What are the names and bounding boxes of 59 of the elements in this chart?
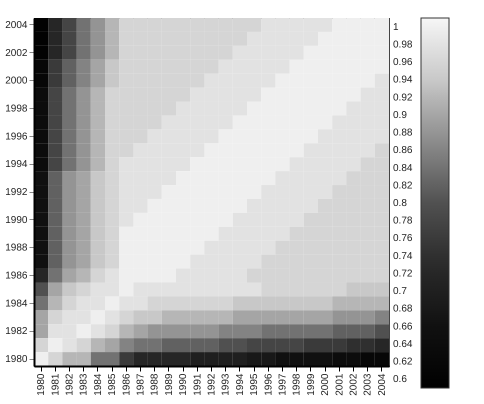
x-tick-label: 1981 (50, 373, 62, 396)
x-tick-label: 1995 (249, 373, 260, 396)
color-bar-label: 0.72 (393, 268, 413, 280)
color-bar-label: 0.66 (393, 321, 413, 332)
x-tick-label: 2003 (362, 373, 374, 396)
x-tick-label: 2000 (320, 373, 332, 396)
color-bar-label: 0.92 (393, 92, 413, 104)
x-tick-label: 1994 (234, 373, 246, 396)
x-tick-label: 1983 (78, 373, 90, 396)
color-bar-label: 0.74 (393, 250, 413, 262)
x-tick-label: 1982 (64, 373, 76, 396)
x-tick-label: 1999 (306, 373, 317, 396)
x-tick-label: 2002 (348, 373, 360, 396)
color-bar-label: 0.96 (393, 57, 413, 68)
color-bar-label: 0.64 (393, 338, 413, 350)
x-tick-label: 1985 (107, 373, 118, 396)
x-tick-label: 1997 (278, 373, 288, 396)
y-tick-label: 1990 (5, 214, 28, 226)
x-tick-label: 1990 (178, 373, 190, 396)
x-tick-label: 1980 (36, 373, 48, 396)
y-tick-label: 2000 (5, 76, 28, 87)
x-tick-label: 1996 (263, 373, 274, 396)
y-tick-label: 1994 (5, 159, 28, 170)
color-bar-label: 0.94 (393, 74, 413, 86)
color-bar-label: 0.78 (393, 216, 413, 227)
x-tick-label: 2004 (376, 373, 388, 396)
y-tick-label: 2004 (5, 20, 28, 31)
color-bar-label: 0.68 (393, 304, 413, 315)
color-bar-label: 0.86 (393, 145, 413, 156)
x-tick-label: 1987 (136, 373, 146, 396)
y-tick-label: 2002 (5, 48, 28, 59)
color-bar-label: 0.84 (393, 162, 413, 174)
x-tick-label: 1998 (292, 373, 303, 396)
y-tick-label: 1998 (5, 103, 28, 114)
color-bar-label: 0.7 (393, 286, 408, 298)
y-tick-label: 1988 (5, 242, 28, 254)
x-tick-label: 1989 (164, 373, 175, 396)
x-tick-label: 1988 (150, 373, 161, 396)
x-tick-label: 1991 (192, 373, 204, 396)
x-tick-label: 2001 (334, 373, 346, 396)
y-tick-label: 1996 (5, 131, 28, 142)
y-tick-label: 1982 (5, 326, 28, 338)
color-bar-label: 0.76 (393, 233, 413, 244)
color-bar-label: 0.82 (393, 180, 413, 192)
x-tick-label: 1993 (220, 373, 232, 396)
y-tick-label: 1984 (5, 298, 28, 310)
color-bar-label: 0.88 (393, 128, 413, 139)
y-tick-label: 1980 (5, 354, 28, 366)
color-bar-label: 0.6 (393, 374, 408, 386)
x-tick-label: 1984 (92, 373, 104, 396)
y-tick-label: 1986 (5, 270, 28, 282)
x-tick-label: 1992 (206, 373, 218, 396)
color-bar-label: 0.8 (393, 198, 408, 209)
color-bar-label: 1 (393, 22, 399, 33)
color-bar-label: 0.62 (393, 356, 413, 368)
color-bar-label: 0.98 (393, 39, 413, 50)
color-bar-label: 0.9 (393, 110, 408, 121)
y-tick-label: 1992 (5, 187, 28, 198)
x-tick-label: 1986 (121, 373, 132, 396)
